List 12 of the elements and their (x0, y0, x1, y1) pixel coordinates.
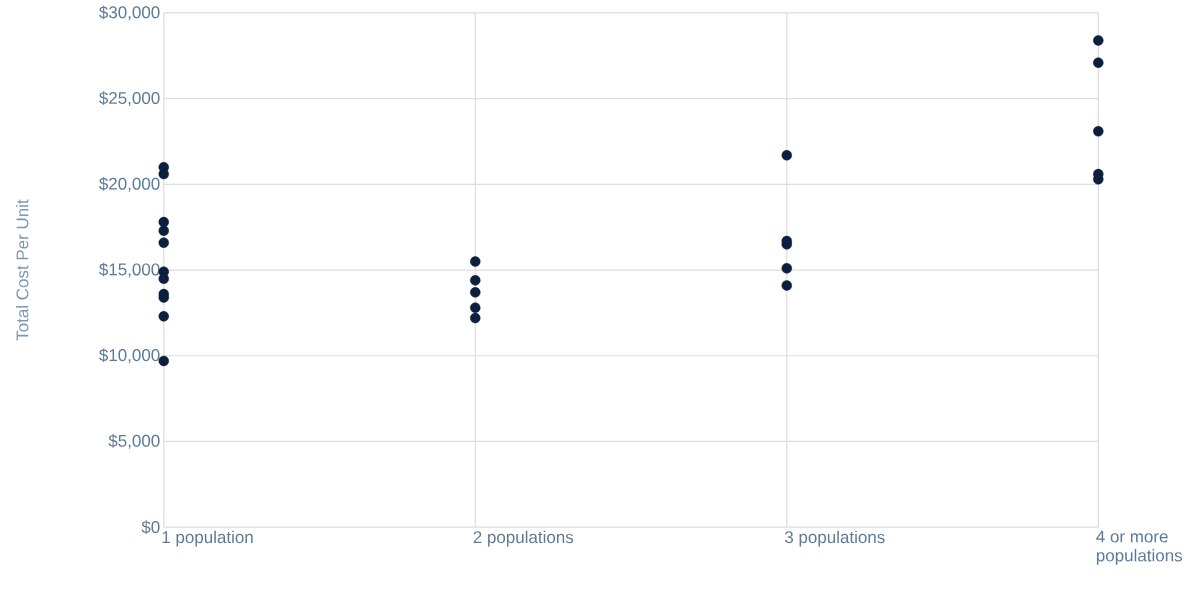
x-tick-label: 4 or more populations (1096, 530, 1183, 565)
y-tick-label: $0 (141, 520, 160, 534)
y-tick-label: $5,000 (108, 434, 160, 449)
y-tick-label: $15,000 (99, 262, 160, 278)
y-tick-label: $25,000 (99, 91, 160, 107)
y-tick-label: $20,000 (99, 176, 160, 192)
y-axis-title: Total Cost Per Unit (15, 199, 29, 341)
x-tick-label: 1 population (162, 530, 253, 547)
x-tick-label: 3 populations (784, 530, 885, 547)
y-tick-label: $10,000 (99, 348, 160, 364)
x-tick-label: 2 populations (473, 530, 574, 547)
y-tick-label: $30,000 (99, 5, 160, 21)
